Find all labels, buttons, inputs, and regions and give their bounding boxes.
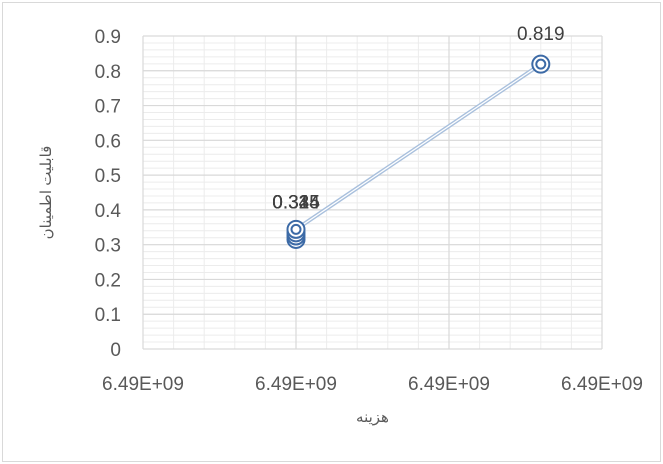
data-point-core bbox=[535, 58, 547, 70]
x-tick-label: 6.49E+09 bbox=[561, 374, 643, 395]
data-label: 0.344 bbox=[272, 192, 320, 213]
y-tick-label: 0.8 bbox=[95, 62, 121, 83]
data-point-core bbox=[290, 223, 302, 235]
data-label: 0.315 bbox=[272, 192, 320, 213]
x-tick-label: 6.49E+09 bbox=[255, 374, 337, 395]
data-point bbox=[286, 219, 306, 239]
data-point bbox=[531, 54, 551, 74]
data-label: 0.325 bbox=[272, 192, 320, 213]
y-tick-label: 0.1 bbox=[95, 305, 121, 326]
y-tick-label: 0.6 bbox=[95, 131, 121, 152]
x-tick-label: 6.49E+09 bbox=[102, 374, 184, 395]
y-tick-label: 0.5 bbox=[95, 166, 121, 187]
y-tick-label: 0.3 bbox=[95, 236, 121, 257]
y-tick-label: 0.7 bbox=[95, 97, 121, 118]
data-label: 0.819 bbox=[517, 24, 565, 45]
grid bbox=[142, 35, 603, 350]
y-tick-label: 0 bbox=[110, 340, 121, 361]
x-tick-labels: 6.49E+09 6.49E+09 6.49E+09 6.49E+09 bbox=[102, 374, 643, 395]
markers bbox=[286, 54, 551, 249]
y-tick-labels: 0 0.1 0.2 0.3 0.4 0.5 0.6 0.7 0.8 0.9 bbox=[95, 27, 122, 361]
x-tick-label: 6.49E+09 bbox=[408, 374, 490, 395]
data-label: 0.334 bbox=[272, 192, 320, 213]
y-tick-label: 0.2 bbox=[95, 270, 121, 291]
y-tick-label: 0.9 bbox=[95, 27, 121, 48]
y-axis-title: قابلیت اطمینان bbox=[38, 146, 55, 240]
y-tick-label: 0.4 bbox=[95, 201, 122, 222]
x-axis-title: هزینه bbox=[356, 409, 389, 426]
